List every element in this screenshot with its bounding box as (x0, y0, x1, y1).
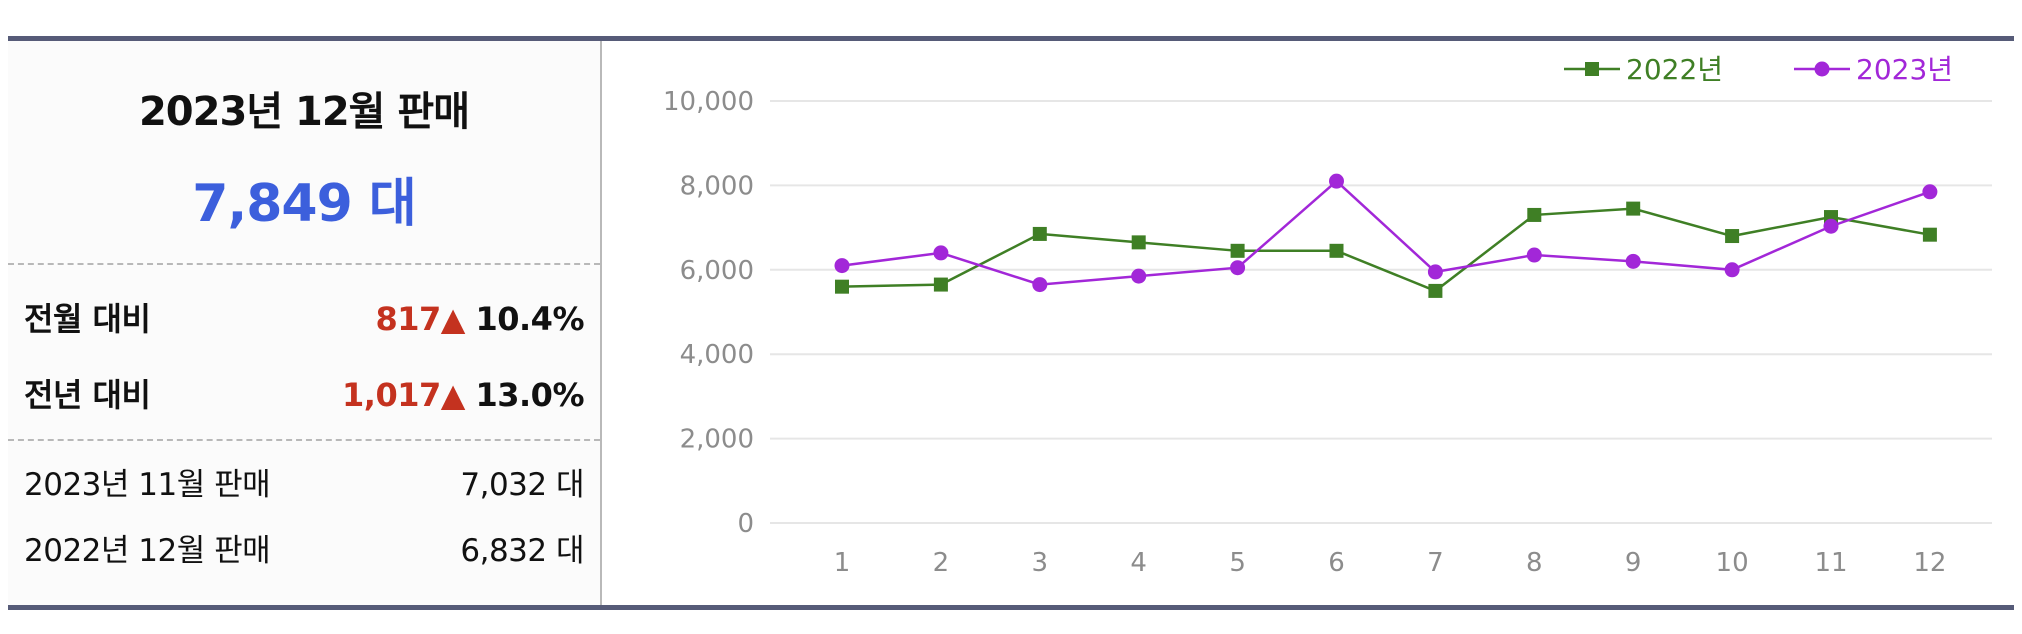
summary-panel: 2023년 12월 판매 7,849 대 전월 대비 817▲ 10.4% 전년… (8, 41, 602, 605)
data-point (1131, 268, 1147, 284)
data-point (1329, 173, 1344, 189)
data-point (1427, 264, 1443, 280)
data-point (1922, 184, 1938, 200)
summary-title: 2023년 12월 판매 (138, 89, 470, 135)
legend-label: 2023년 (1856, 53, 1953, 86)
x-tick-label: 11 (1814, 548, 1847, 578)
data-point (1131, 235, 1146, 250)
x-tick-label: 4 (1130, 548, 1147, 578)
x-tick-label: 8 (1526, 548, 1543, 578)
prev-year-value: 6,832 대 (460, 533, 584, 569)
up-arrow-icon: ▲ (440, 376, 466, 414)
yoy-label: 전년 대비 (24, 376, 151, 414)
x-tick-label: 12 (1913, 548, 1946, 578)
monthly-sales-chart: 0 2,000 4,000 6,000 8,000 10,000 1 2 3 4 5 6 7 8 9 10 11… (602, 41, 2014, 605)
y-tick-label: 0 (737, 509, 754, 539)
x-tick-label: 2 (933, 548, 950, 578)
divider (8, 263, 600, 265)
y-tick-label: 10,000 (663, 87, 754, 117)
data-point (1032, 277, 1048, 293)
data-point (1428, 283, 1443, 298)
data-point (933, 245, 949, 261)
x-tick-label: 3 (1032, 548, 1049, 578)
data-point (834, 258, 850, 274)
data-point (835, 279, 849, 294)
data-point (1527, 207, 1542, 222)
total-sales: 7,849 대 (192, 174, 416, 234)
yoy-value: 1,017▲ 13.0% (342, 371, 584, 419)
mom-pct: 10.4% (475, 300, 584, 338)
data-point (1625, 253, 1641, 269)
yoy-change: 1,017 (342, 376, 441, 414)
data-point (1329, 243, 1344, 258)
y-tick-label: 6,000 (680, 256, 754, 286)
x-tick-label: 5 (1229, 548, 1246, 578)
mom-change: 817 (375, 300, 441, 338)
x-tick-label: 6 (1328, 548, 1345, 578)
data-point (1230, 260, 1246, 276)
mom-row: 전월 대비 817▲ 10.4% (24, 295, 584, 343)
yoy-pct: 13.0% (475, 376, 584, 414)
data-point (1823, 218, 1839, 234)
prev-month-label: 2023년 11월 판매 (24, 467, 271, 503)
legend-marker (1585, 62, 1599, 76)
prev-year-row: 2022년 12월 판매 6,832 대 (24, 527, 584, 575)
up-arrow-icon: ▲ (440, 300, 466, 338)
legend-marker (1814, 61, 1830, 77)
data-point (933, 277, 948, 292)
prev-year-label: 2022년 12월 판매 (24, 533, 271, 569)
series-line-1 (841, 207, 1931, 293)
x-tick-label: 1 (834, 548, 851, 578)
legend-label: 2022년 (1626, 53, 1723, 86)
sales-panel: 2023년 12월 판매 7,849 대 전월 대비 817▲ 10.4% 전년… (8, 36, 2014, 610)
x-tick-label: 10 (1716, 548, 1749, 578)
data-point (1526, 247, 1542, 263)
data-point (1724, 262, 1740, 278)
prev-month-value: 7,032 대 (460, 467, 584, 503)
data-point (1626, 201, 1641, 216)
data-point (1032, 226, 1047, 241)
series-line-2 (841, 179, 1931, 286)
x-tick-label: 9 (1625, 548, 1642, 578)
y-tick-label: 4,000 (680, 340, 754, 370)
prev-month-row: 2023년 11월 판매 7,032 대 (24, 461, 584, 509)
yoy-row: 전년 대비 1,017▲ 13.0% (24, 371, 584, 419)
mom-label: 전월 대비 (24, 300, 151, 338)
data-point (1230, 243, 1245, 258)
x-tick-label: 7 (1427, 548, 1444, 578)
data-point (1922, 227, 1937, 242)
y-tick-label: 2,000 (680, 425, 754, 455)
divider (8, 439, 600, 441)
data-point (1725, 229, 1740, 244)
mom-value: 817▲ 10.4% (375, 295, 584, 343)
y-tick-label: 8,000 (680, 171, 754, 201)
